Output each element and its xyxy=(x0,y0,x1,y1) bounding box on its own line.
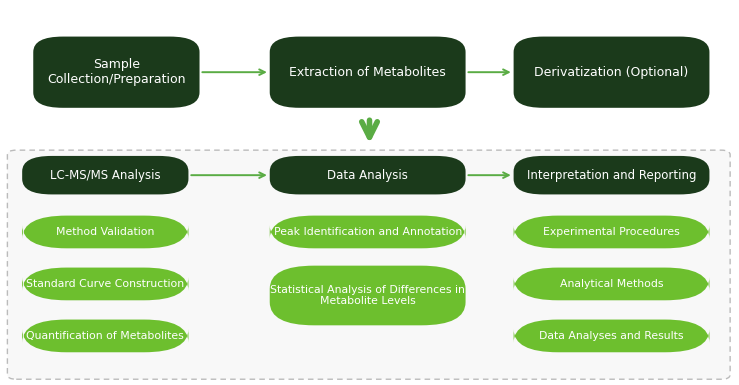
Text: Interpretation and Reporting: Interpretation and Reporting xyxy=(527,169,696,182)
FancyBboxPatch shape xyxy=(22,268,188,300)
Text: Peak Identification and Annotation: Peak Identification and Annotation xyxy=(273,227,462,237)
Text: Quantification of Metabolites: Quantification of Metabolites xyxy=(27,331,184,341)
FancyBboxPatch shape xyxy=(270,156,466,194)
Text: Method Validation: Method Validation xyxy=(56,227,154,237)
FancyBboxPatch shape xyxy=(514,268,709,300)
Text: Data Analysis: Data Analysis xyxy=(327,169,408,182)
Text: Experimental Procedures: Experimental Procedures xyxy=(543,227,680,237)
FancyBboxPatch shape xyxy=(514,320,709,352)
FancyBboxPatch shape xyxy=(514,156,709,194)
Text: LC-MS/MS Analysis: LC-MS/MS Analysis xyxy=(50,169,160,182)
FancyBboxPatch shape xyxy=(33,37,200,108)
FancyBboxPatch shape xyxy=(270,266,466,325)
FancyBboxPatch shape xyxy=(22,156,188,194)
Text: Statistical Analysis of Differences in
Metabolite Levels: Statistical Analysis of Differences in M… xyxy=(270,285,465,306)
FancyBboxPatch shape xyxy=(270,37,466,108)
Text: Analytical Methods: Analytical Methods xyxy=(559,279,664,289)
FancyBboxPatch shape xyxy=(514,37,709,108)
Text: Data Analyses and Results: Data Analyses and Results xyxy=(539,331,684,341)
FancyBboxPatch shape xyxy=(514,216,709,248)
Text: Sample
Collection/Preparation: Sample Collection/Preparation xyxy=(47,58,185,86)
FancyBboxPatch shape xyxy=(22,216,188,248)
FancyBboxPatch shape xyxy=(7,150,730,379)
FancyBboxPatch shape xyxy=(22,320,188,352)
Text: Standard Curve Construction: Standard Curve Construction xyxy=(27,279,184,289)
Text: Extraction of Metabolites: Extraction of Metabolites xyxy=(289,66,446,79)
Text: Derivatization (Optional): Derivatization (Optional) xyxy=(534,66,689,79)
FancyBboxPatch shape xyxy=(270,216,466,248)
